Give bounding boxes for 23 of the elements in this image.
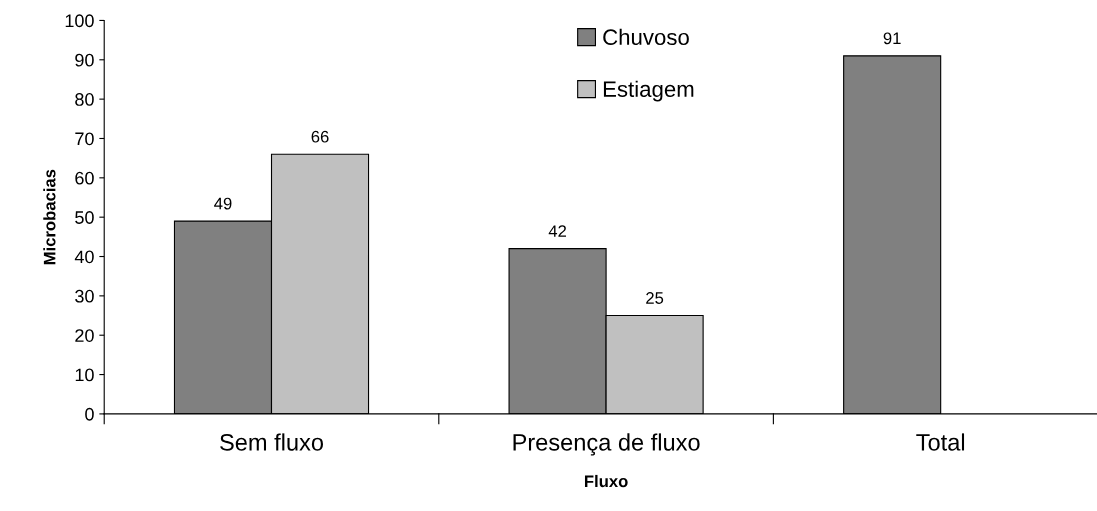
y-tick-label: 50	[75, 211, 94, 224]
x-tick-label: Total	[916, 433, 965, 451]
data-label: 42	[548, 225, 567, 237]
y-tick-label: 60	[75, 171, 94, 185]
data-label: 25	[646, 292, 664, 304]
y-tick-label: 70	[75, 132, 94, 146]
x-axis-title: Fluxo	[584, 474, 628, 488]
data-label: 66	[311, 130, 329, 143]
data-label: 91	[883, 32, 901, 45]
x-tick-label: Presença de fluxo	[513, 433, 700, 456]
data-label: 49	[214, 197, 232, 210]
y-tick-label: 90	[75, 53, 94, 67]
y-tick-label: 40	[74, 250, 94, 264]
legend-label: Estiagem	[603, 80, 694, 102]
y-tick-label: 10	[75, 368, 94, 382]
y-tick-label: 0	[85, 407, 94, 421]
y-tick-label: 100	[65, 14, 94, 28]
y-tick-label: 20	[75, 329, 94, 342]
y-tick-label: 30	[75, 289, 94, 303]
y-tick-label: 80	[75, 93, 94, 106]
legend-label: Chuvoso	[603, 28, 689, 46]
y-axis-title: Microbacias	[43, 169, 56, 265]
x-tick-label: Sem fluxo	[220, 433, 324, 451]
